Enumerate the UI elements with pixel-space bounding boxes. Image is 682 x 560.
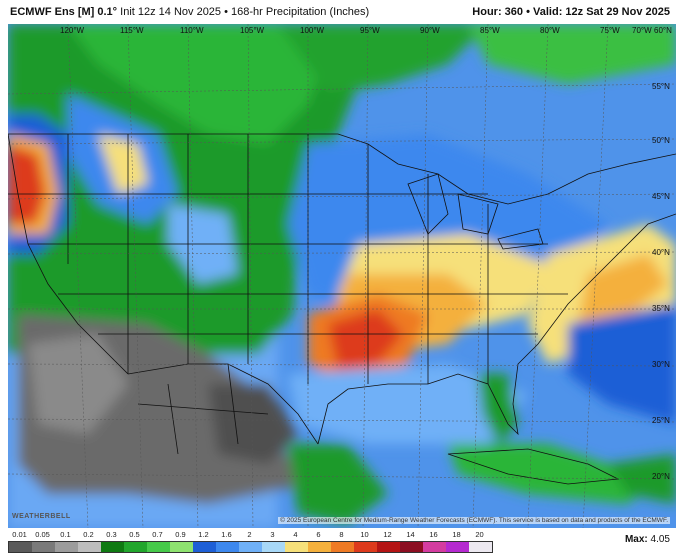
legend-swatch bbox=[101, 542, 124, 552]
legend-label: 20 bbox=[475, 530, 484, 539]
legend-swatch bbox=[78, 542, 101, 552]
legend-swatch bbox=[446, 542, 469, 552]
precipitation-map[interactable]: 120°W 115°W 110°W 105°W 100°W 95°W 90°W … bbox=[8, 24, 676, 528]
legend-label: 8 bbox=[339, 530, 344, 539]
legend-swatch bbox=[262, 542, 285, 552]
legend-label: 1.2 bbox=[198, 530, 209, 539]
legend-swatch bbox=[170, 542, 193, 552]
init-time: Init 12z 14 Nov 2025 bbox=[120, 6, 222, 18]
product-name: 168-hr Precipitation (Inches) bbox=[231, 6, 370, 18]
lon-label: 90°W bbox=[420, 26, 440, 35]
lon-label: 85°W bbox=[480, 26, 500, 35]
legend-swatch bbox=[32, 542, 55, 552]
legend-swatch bbox=[354, 542, 377, 552]
hour-value: 360 bbox=[504, 6, 524, 18]
legend-label: 0.3 bbox=[106, 530, 117, 539]
legend-label: 14 bbox=[406, 530, 415, 539]
lon-label: 80°W bbox=[540, 26, 560, 35]
legend-swatch bbox=[469, 542, 492, 552]
legend-label: 3 bbox=[270, 530, 275, 539]
legend-label: 10 bbox=[360, 530, 369, 539]
lat-label: 20°N bbox=[652, 472, 670, 481]
lon-label: 70°W bbox=[632, 26, 652, 35]
legend-label: 16 bbox=[429, 530, 438, 539]
hour-label: Hour: bbox=[472, 6, 502, 18]
lon-label: 75°W bbox=[600, 26, 620, 35]
legend-label: 2 bbox=[247, 530, 252, 539]
legend-label: 12 bbox=[383, 530, 392, 539]
legend-label: 0.05 bbox=[35, 530, 50, 539]
legend-label: 18 bbox=[452, 530, 461, 539]
lat-label: 45°N bbox=[652, 192, 670, 201]
title-line: ECMWF Ens [M] 0.1° Init 12z 14 Nov 2025 … bbox=[10, 6, 369, 18]
legend-label: 0.01 bbox=[12, 530, 27, 539]
legend-label: 6 bbox=[316, 530, 321, 539]
lat-label: 50°N bbox=[652, 136, 670, 145]
max-value-box: Max: 4.05 bbox=[625, 534, 670, 545]
lon-label: 100°W bbox=[300, 26, 325, 35]
max-label: Max: bbox=[624, 534, 648, 545]
weatherbell-logo: WEATHERBELL bbox=[12, 513, 71, 520]
legend-label: 0.1 bbox=[60, 530, 71, 539]
legend-swatch bbox=[377, 542, 400, 552]
header: ECMWF Ens [M] 0.1° Init 12z 14 Nov 2025 … bbox=[0, 0, 682, 24]
legend-colorbar bbox=[8, 541, 493, 553]
legend-swatch bbox=[147, 542, 170, 552]
lon-label: 120°W bbox=[60, 26, 85, 35]
legend-swatch bbox=[193, 542, 216, 552]
state-borders bbox=[8, 133, 676, 485]
legend-swatch bbox=[285, 542, 308, 552]
legend-label: 0.5 bbox=[129, 530, 140, 539]
legend-label: 0.9 bbox=[175, 530, 186, 539]
legend-swatch bbox=[9, 542, 32, 552]
legend-swatch bbox=[124, 542, 147, 552]
legend-swatch bbox=[400, 542, 423, 552]
map-canvas bbox=[8, 24, 676, 528]
legend-label: 0.2 bbox=[83, 530, 94, 539]
valid-value: 12z Sat 29 Nov 2025 bbox=[565, 6, 670, 18]
lat-label: 40°N bbox=[652, 248, 670, 257]
lon-label: 115°W bbox=[120, 26, 144, 35]
legend-label: 1.6 bbox=[221, 530, 232, 539]
max-value: 4.05 bbox=[650, 534, 670, 545]
legend-swatch bbox=[308, 542, 331, 552]
lon-label: 110°W bbox=[180, 26, 204, 35]
legend-label: 0.7 bbox=[152, 530, 163, 539]
credits-text: © 2025 European Centre for Medium-Range … bbox=[278, 517, 670, 524]
legend-swatch bbox=[216, 542, 239, 552]
separator: • bbox=[526, 6, 530, 18]
legend-swatch bbox=[331, 542, 354, 552]
lat-label: 55°N bbox=[652, 82, 670, 91]
legend-swatch bbox=[239, 542, 262, 552]
legend-swatch bbox=[55, 542, 78, 552]
lon-label: 95°W bbox=[360, 26, 380, 35]
lon-label: 60°N bbox=[654, 26, 672, 35]
lat-label: 25°N bbox=[652, 416, 670, 425]
precip-legend: 0.01 0.05 0.1 0.2 0.3 0.5 0.7 0.9 1.2 1.6 2 3 4 6 8 10 1… bbox=[8, 530, 493, 560]
lat-label: 30°N bbox=[652, 360, 670, 369]
model-name: ECMWF Ens [M] 0.1° bbox=[10, 6, 118, 18]
legend-swatch bbox=[423, 542, 446, 552]
valid-label: Valid: bbox=[533, 6, 563, 18]
legend-label: 4 bbox=[293, 530, 298, 539]
lat-label: 35°N bbox=[652, 304, 670, 313]
separator: • bbox=[224, 6, 228, 18]
lon-label: 105°W bbox=[240, 26, 265, 35]
valid-line: Hour: 360 • Valid: 12z Sat 29 Nov 2025 bbox=[472, 6, 670, 18]
graticule bbox=[8, 24, 676, 528]
